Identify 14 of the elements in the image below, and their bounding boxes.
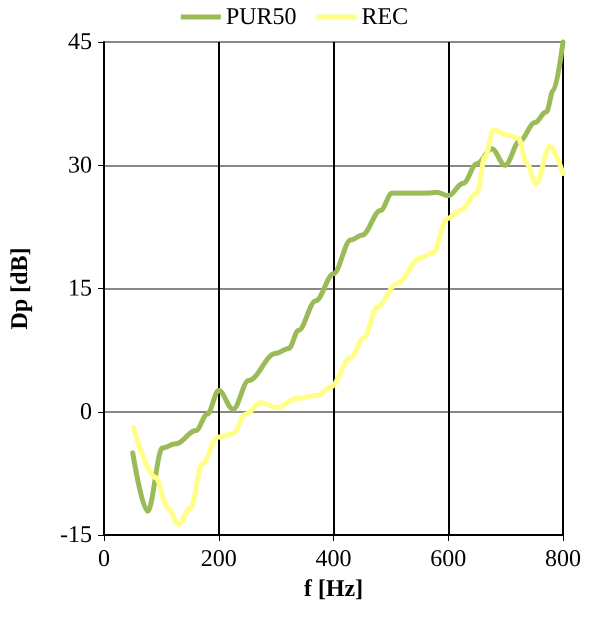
- x-tick-label: 0: [98, 546, 110, 572]
- y-tick-label: 30: [68, 152, 92, 178]
- x-tick-label: 200: [200, 546, 237, 572]
- legend-label: REC: [362, 4, 408, 30]
- x-tick-label: 600: [430, 546, 466, 572]
- x-axis-title: f [Hz]: [304, 576, 364, 602]
- y-tick-label: 45: [68, 29, 92, 55]
- x-tick-label: 800: [545, 546, 581, 572]
- legend-label: PUR50: [226, 4, 297, 30]
- y-axis-title: Dp [dB]: [7, 247, 33, 330]
- y-tick-label: 0: [80, 398, 92, 425]
- x-tick-label: 400: [316, 546, 352, 572]
- y-tick-label: 15: [68, 276, 92, 302]
- y-tick-label: -15: [60, 522, 92, 548]
